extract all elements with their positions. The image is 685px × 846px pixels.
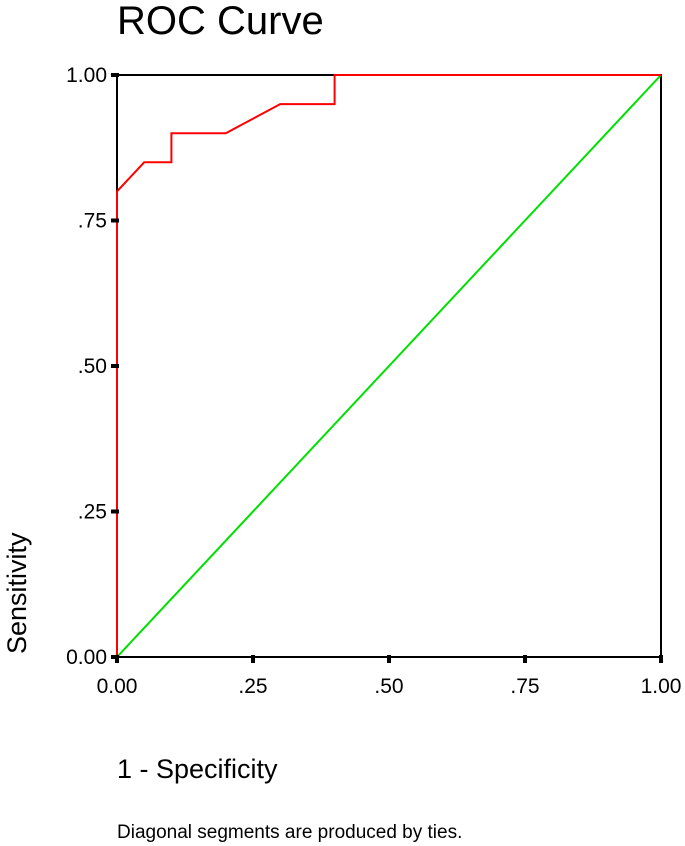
footnote: Diagonal segments are produced by ties. <box>117 822 462 843</box>
y-tick-label: 0.00 <box>66 646 107 669</box>
y-axis-label: Sensitivity <box>2 532 32 654</box>
x-tick-label: 0.00 <box>97 675 138 698</box>
x-tick-label: .50 <box>374 675 403 698</box>
chart-title: ROC Curve <box>117 0 324 43</box>
reference-diagonal-line <box>116 74 662 658</box>
y-tick-label: 1.00 <box>66 64 107 87</box>
x-tick-label: .75 <box>510 675 539 698</box>
x-tick-label: 1.00 <box>641 675 682 698</box>
y-tick-label: .75 <box>78 210 107 233</box>
plot-area: 0.00 .25 .50 .75 1.00 0.00 .25 .50 .75 1.00 <box>66 64 681 698</box>
x-axis-label: 1 - Specificity <box>117 754 278 784</box>
y-tick-label: .50 <box>78 355 107 378</box>
y-tick-label: .25 <box>78 501 107 524</box>
x-tick-label: .25 <box>238 675 267 698</box>
roc-curve-line <box>116 74 661 657</box>
